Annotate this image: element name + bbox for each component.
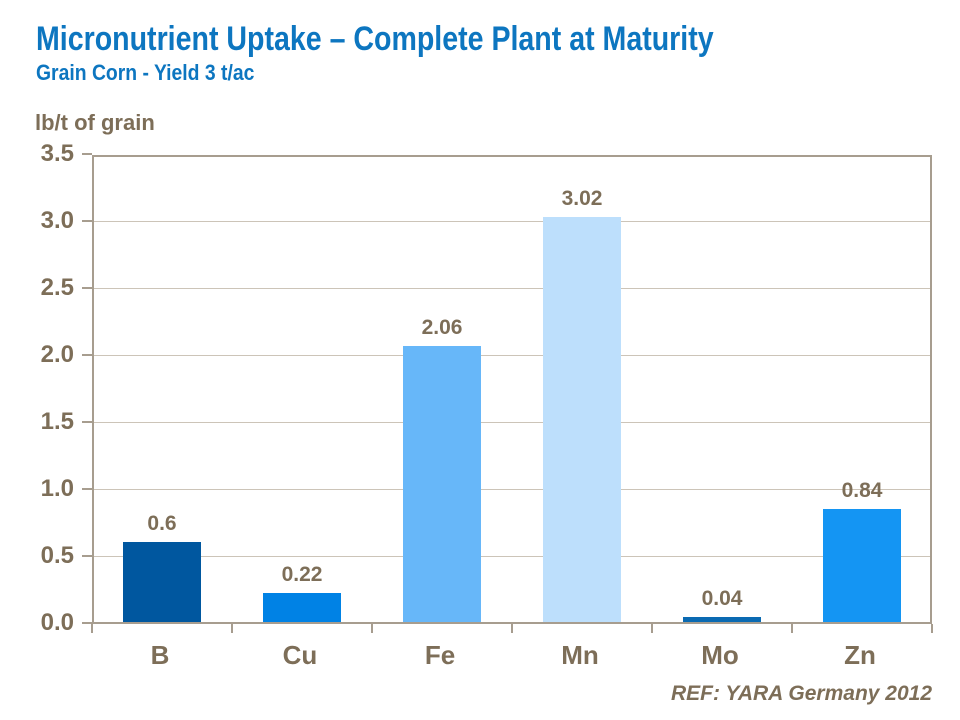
y-tick-label: 1.5 [40,408,74,435]
gridline [94,556,930,557]
gridline [94,489,930,490]
y-axis-tick [82,220,92,222]
bar-zn [823,509,901,622]
x-category-label: Fe [424,640,456,670]
bar-mo [683,616,761,622]
y-tick-label: 2.0 [40,341,74,368]
x-category-label: Mn [561,640,599,670]
bar-value-label: 0.84 [841,479,883,503]
gridline [94,221,930,222]
x-category-label: B [150,640,170,670]
y-axis-tick [82,153,92,155]
x-category-label: Cu [282,640,318,670]
x-axis-tick [231,624,233,633]
bar-mn [543,217,621,622]
x-axis-tick [511,624,513,633]
bar-cu [263,592,341,622]
y-axis-tick [82,354,92,356]
plot-area: 0.6 0.22 2.06 3.02 0.04 0.84 [92,155,932,624]
chart-title: Micronutrient Uptake – Complete Plant at… [36,20,714,58]
y-axis-tick [82,555,92,557]
reference-text: REF: YARA Germany 2012 [670,682,932,705]
x-category-label: Zn [844,640,876,670]
y-axis-tick [82,622,92,624]
chart-subtitle: Grain Corn - Yield 3 t/ac [36,60,255,85]
y-axis-tick [82,421,92,423]
bar-value-label: 2.06 [421,315,463,339]
y-tick-label: 2.5 [40,274,74,301]
x-axis-tick [91,624,93,633]
x-category-label: Mo [701,640,739,670]
y-tick-label: 3.0 [40,207,74,234]
y-tick-label: 1.0 [40,475,74,502]
gridline [94,288,930,289]
y-tick-label: 0.5 [40,542,74,569]
x-axis-tick [371,624,373,633]
gridline [94,355,930,356]
bar-value-label: 0.04 [701,586,743,610]
x-axis-tick [791,624,793,633]
bar-value-label: 3.02 [561,187,603,211]
y-tick-label: 3.5 [40,140,74,167]
y-axis-tick [82,287,92,289]
x-axis-tick [931,624,933,633]
bar-fe [403,345,481,622]
y-axis-title: lb/t of grain [35,110,155,135]
y-axis-tick [82,488,92,490]
bar-b [123,541,201,622]
y-tick-label: 0.0 [40,609,74,636]
bar-value-label: 0.22 [281,562,323,586]
gridline [94,422,930,423]
x-axis-tick [651,624,653,633]
bar-value-label: 0.6 [147,511,177,535]
